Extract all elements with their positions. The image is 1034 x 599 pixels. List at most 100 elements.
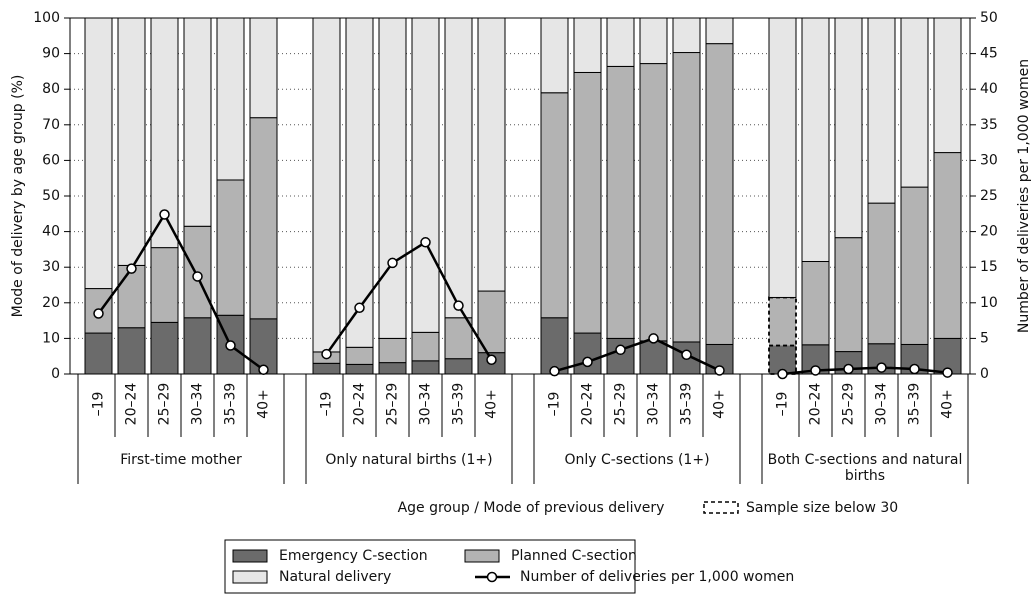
- bar-segment: [345, 363, 374, 375]
- bar-segment: [183, 317, 212, 375]
- group-label: Both C-sections and natural births: [767, 452, 963, 484]
- legend-label: Emergency C-section: [279, 548, 428, 564]
- x-tick-label: 25–29: [613, 383, 629, 426]
- y2-tick-label: 40: [980, 81, 998, 97]
- x-tick-label: 30–34: [874, 383, 890, 426]
- y2-tick-label: 0: [980, 366, 989, 382]
- group-label: Only C-sections (1+): [564, 452, 710, 468]
- sample-key: [703, 501, 739, 514]
- line-marker: [843, 363, 854, 375]
- x-tick-label: 20–24: [808, 383, 824, 426]
- y-tick-label: 40: [42, 224, 60, 240]
- x-tick-label: 35–39: [907, 383, 923, 426]
- bar-segment: [573, 71, 602, 334]
- bar-segment: [312, 362, 341, 375]
- y2-tick-label: 50: [980, 10, 998, 26]
- y2-tick-label: 30: [980, 152, 998, 168]
- line-marker: [126, 263, 137, 274]
- line-marker: [582, 356, 593, 368]
- bar-segment: [345, 346, 374, 365]
- line: [554, 337, 721, 373]
- line-marker: [681, 349, 692, 361]
- x-tick-label: 20–24: [124, 383, 140, 426]
- line-marker: [714, 365, 725, 376]
- bar-segment: [312, 17, 341, 353]
- line-marker: [909, 363, 920, 375]
- line-marker: [354, 302, 365, 314]
- y2-tick-label: 20: [980, 224, 998, 240]
- bar-segment: [768, 296, 797, 347]
- x-tick-label: 25–29: [385, 383, 401, 426]
- bar-segment: [867, 202, 896, 345]
- y-tick-label: 100: [33, 10, 60, 26]
- bar-segment: [378, 17, 407, 339]
- y2-tick-label: 35: [980, 117, 998, 133]
- x-tick-label: 40+: [256, 389, 272, 419]
- y2-tick-label: 5: [980, 330, 989, 346]
- bar-segment: [672, 52, 701, 343]
- line-marker: [486, 354, 497, 366]
- group-label: First-time mother: [120, 452, 242, 468]
- legend-label: Number of deliveries per 1,000 women: [520, 569, 794, 585]
- bar-segment: [540, 17, 569, 94]
- line: [325, 240, 493, 361]
- line-marker: [420, 237, 431, 248]
- line-marker: [876, 362, 887, 373]
- bar-segment: [216, 179, 245, 316]
- y-tick-label: 0: [51, 366, 60, 382]
- line-marker: [810, 365, 821, 376]
- bar-segment: [345, 17, 374, 348]
- x-tick-label: 25–29: [841, 383, 857, 426]
- bar-segment: [606, 17, 635, 67]
- line-marker: [159, 209, 170, 220]
- legend-swatch: [464, 549, 500, 563]
- y2-axis-title: Number of deliveries per 1,000 women: [1016, 59, 1032, 333]
- x-axis-title: Age group / Mode of previous delivery: [398, 500, 665, 516]
- y2-tick-label: 45: [980, 46, 998, 62]
- legend-swatch: [232, 549, 268, 563]
- y-tick-label: 60: [42, 152, 60, 168]
- line: [97, 211, 265, 371]
- bar-segment: [444, 317, 473, 360]
- x-tick-label: –19: [91, 392, 107, 417]
- line-marker: [453, 300, 464, 311]
- line-marker: [321, 348, 332, 360]
- x-tick-label: 40+: [484, 389, 500, 419]
- y-tick-label: 30: [42, 259, 60, 275]
- x-tick-label: –19: [319, 392, 335, 417]
- legend-label: Planned C-section: [511, 548, 637, 564]
- y2-tick-label: 10: [980, 295, 998, 311]
- bar-segment: [117, 17, 146, 266]
- bar-segment: [540, 92, 569, 319]
- x-tick-label: 20–24: [580, 383, 596, 426]
- bar-segment: [639, 340, 668, 375]
- bar-segment: [378, 337, 407, 364]
- bar-segment: [117, 264, 146, 329]
- line-marker: [648, 333, 659, 344]
- y-tick-label: 90: [42, 46, 60, 62]
- bar-segment: [444, 358, 473, 375]
- y-tick-label: 80: [42, 81, 60, 97]
- bar-segment: [672, 17, 701, 54]
- bar-segment: [216, 17, 245, 181]
- y-axis-title: Mode of delivery by age group (%): [10, 75, 26, 318]
- line-marker: [942, 367, 953, 378]
- y-tick-label: 50: [42, 188, 60, 204]
- bar-segment: [477, 17, 506, 292]
- bar-segment: [117, 327, 146, 375]
- line: [782, 366, 948, 376]
- y2-tick-label: 15: [980, 259, 998, 275]
- bar-segment: [150, 321, 179, 375]
- bar-segment: [411, 331, 440, 362]
- bar-segment: [900, 186, 929, 345]
- bar-segment: [573, 17, 602, 73]
- y-tick-label: 10: [42, 330, 60, 346]
- bar-segment: [477, 290, 506, 354]
- x-tick-label: 35–39: [451, 383, 467, 426]
- legend-box: [224, 539, 636, 594]
- x-tick-label: 40+: [712, 389, 728, 419]
- x-tick-label: 30–34: [418, 383, 434, 426]
- bar-segment: [705, 17, 734, 45]
- y-tick-label: 20: [42, 295, 60, 311]
